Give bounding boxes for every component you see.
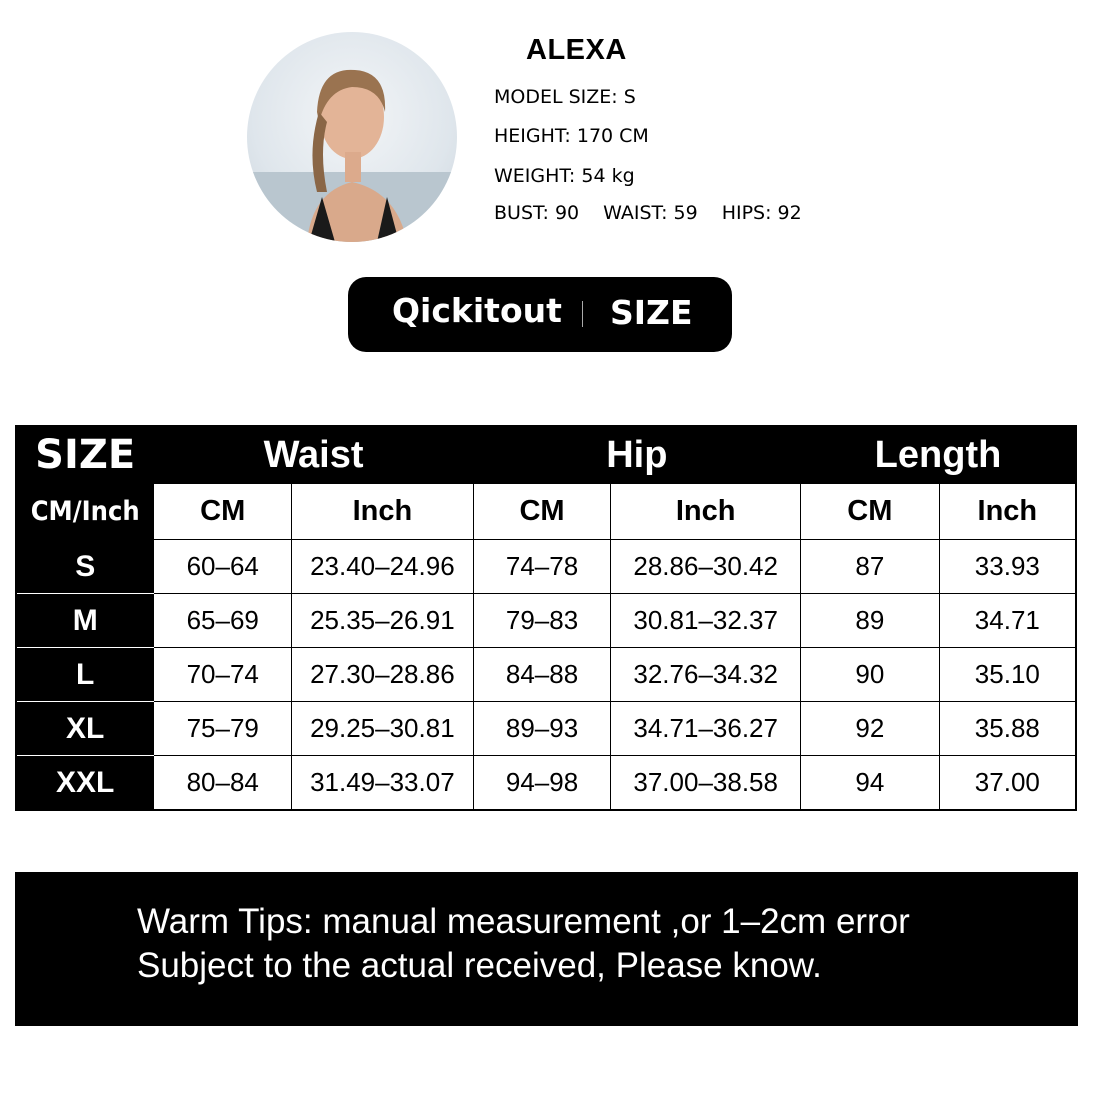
size-value-cell: 34.71 (938, 593, 1077, 648)
size-value-cell: 84–88 (472, 647, 612, 702)
model-measurements: BUST: 90 WAIST: 59 HIPS: 92 (494, 202, 826, 224)
unit-inch: Inch (610, 483, 801, 540)
size-header: SIZE (15, 425, 155, 484)
size-value-cell: 92 (799, 701, 940, 756)
size-value-cell: 89 (799, 593, 940, 648)
brand-name: Qickitout (392, 291, 562, 330)
size-value-cell: 23.40–24.96 (291, 539, 474, 594)
size-value-cell: 75–79 (153, 701, 293, 756)
model-waist: WAIST: 59 (603, 202, 698, 224)
unit-cm: CM (472, 483, 612, 540)
size-value-cell: 90 (799, 647, 940, 702)
unit-header-row: CM/Inch CM Inch CM Inch CM Inch (15, 483, 1077, 540)
warm-tips-banner: Warm Tips: manual measurement ,or 1–2cm … (15, 872, 1078, 1026)
size-value-cell: 65–69 (153, 593, 293, 648)
size-value-cell: 94–98 (472, 755, 612, 811)
group-header-row: SIZE Waist Hip Length (15, 425, 1077, 484)
size-row-xl: XL 75–79 29.25–30.81 89–93 34.71–36.27 92 35.8… (15, 701, 1077, 756)
size-value-cell: 94 (799, 755, 940, 811)
model-hips: HIPS: 92 (721, 202, 802, 224)
size-row-s: S 60–64 23.40–24.96 74–78 28.86–30.42 87 33.93 (15, 539, 1077, 594)
size-row-m: M 65–69 25.35–26.91 79–83 30.81–32.37 89 34.71 (15, 593, 1077, 648)
size-value-cell: 32.76–34.32 (610, 647, 801, 702)
unit-inch: Inch (291, 483, 474, 540)
size-value-cell: 74–78 (472, 539, 612, 594)
size-value-cell: 60–64 (153, 539, 293, 594)
size-value-cell: 29.25–30.81 (291, 701, 474, 756)
unit-inch: Inch (938, 483, 1077, 540)
size-label: XL (15, 701, 155, 756)
size-value-cell: 33.93 (938, 539, 1077, 594)
size-value-cell: 35.88 (938, 701, 1077, 756)
unit-cm: CM (799, 483, 940, 540)
model-weight: WEIGHT: 54 kg (494, 165, 635, 187)
size-value-cell: 31.49–33.07 (291, 755, 474, 811)
size-label: L (15, 647, 155, 702)
size-value-cell: 28.86–30.42 (610, 539, 801, 594)
model-photo (247, 32, 457, 242)
size-label: S (15, 539, 155, 594)
size-value-cell: 70–74 (153, 647, 293, 702)
tips-line-1: Warm Tips: manual measurement ,or 1–2cm … (137, 902, 910, 941)
size-label: XXL (15, 755, 155, 811)
size-value-cell: 35.10 (938, 647, 1077, 702)
size-label: M (15, 593, 155, 648)
size-value-cell: 79–83 (472, 593, 612, 648)
model-height: HEIGHT: 170 CM (494, 125, 649, 147)
model-name: ALEXA (526, 34, 627, 66)
waist-header: Waist (153, 425, 474, 484)
hip-header: Hip (472, 425, 801, 484)
tips-line-2: Subject to the actual received, Please k… (137, 946, 822, 985)
size-value-cell: 37.00 (938, 755, 1077, 811)
model-bust: BUST: 90 (494, 202, 580, 224)
size-value-cell: 89–93 (472, 701, 612, 756)
unit-cm: CM (153, 483, 293, 540)
brand-size-banner: Qickitout SIZE (348, 277, 732, 352)
size-value-cell: 87 (799, 539, 940, 594)
banner-divider (582, 301, 583, 327)
size-value-cell: 37.00–38.58 (610, 755, 801, 811)
model-size: MODEL SIZE: S (494, 86, 636, 108)
unit-header: CM/Inch (15, 483, 155, 540)
size-value-cell: 80–84 (153, 755, 293, 811)
size-row-l: L 70–74 27.30–28.86 84–88 32.76–34.32 90 35.10 (15, 647, 1077, 702)
banner-size-label: SIZE (610, 293, 693, 332)
length-header: Length (799, 425, 1077, 484)
size-value-cell: 25.35–26.91 (291, 593, 474, 648)
size-chart-table: SIZE Waist Hip Length CM/Inch CM Inch CM… (15, 425, 1077, 811)
size-value-cell: 30.81–32.37 (610, 593, 801, 648)
size-value-cell: 27.30–28.86 (291, 647, 474, 702)
size-row-xxl: XXL 80–84 31.49–33.07 94–98 37.00–38.58 94 37.… (15, 755, 1077, 811)
size-value-cell: 34.71–36.27 (610, 701, 801, 756)
